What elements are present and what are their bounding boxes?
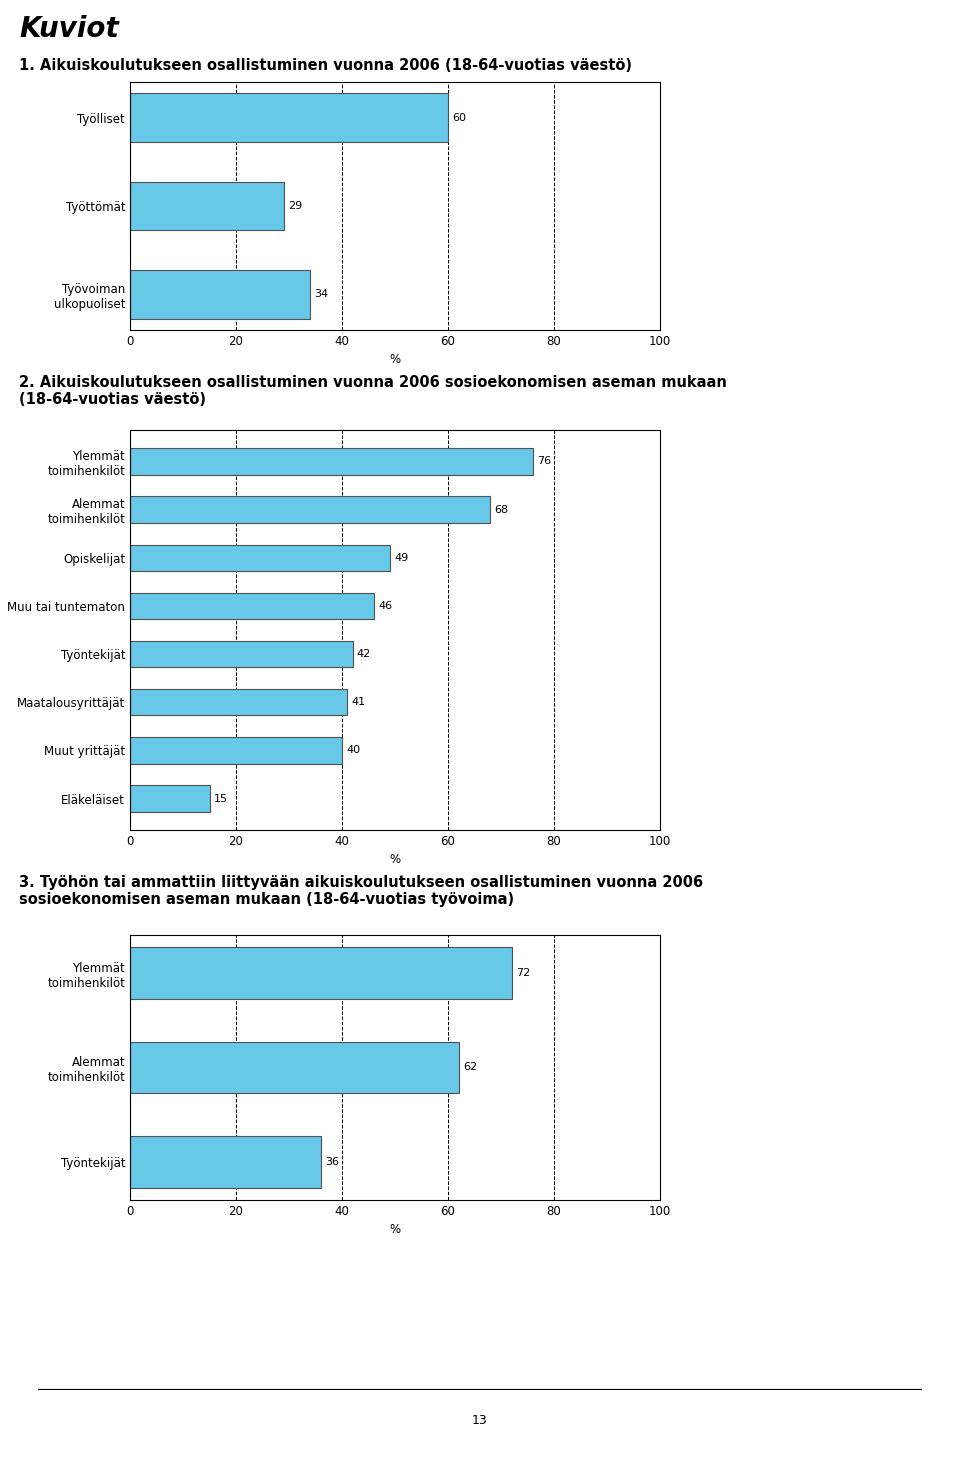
Bar [130, 736, 342, 764]
Bar [130, 182, 284, 230]
Text: 36: 36 [325, 1157, 339, 1166]
Text: 49: 49 [394, 553, 408, 563]
Bar [130, 270, 310, 318]
Text: 60: 60 [452, 113, 467, 123]
Text: 72: 72 [516, 968, 530, 978]
X-axis label: %: % [390, 354, 400, 367]
Bar [130, 449, 533, 475]
Text: 62: 62 [463, 1062, 477, 1072]
Bar [130, 785, 209, 811]
Bar [130, 1042, 459, 1093]
Bar [130, 593, 373, 619]
X-axis label: %: % [390, 1223, 400, 1237]
Bar [130, 544, 390, 571]
Text: 46: 46 [378, 601, 393, 610]
Text: 68: 68 [494, 505, 509, 515]
Text: 2. Aikuiskoulutukseen osallistuminen vuonna 2006 sosioekonomisen aseman mukaan
(: 2. Aikuiskoulutukseen osallistuminen vuo… [19, 376, 727, 408]
Bar [130, 1135, 321, 1188]
Text: 3. Työhön tai ammattiin liittyvään aikuiskoulutukseen osallistuminen vuonna 2006: 3. Työhön tai ammattiin liittyvään aikui… [19, 874, 704, 908]
Text: 34: 34 [315, 289, 328, 299]
Bar [130, 641, 352, 667]
Bar [130, 948, 512, 999]
Text: Kuviot: Kuviot [19, 15, 119, 43]
Text: 40: 40 [347, 745, 360, 756]
Bar [130, 94, 448, 142]
Text: 13: 13 [472, 1414, 488, 1426]
Text: 1. Aikuiskoulutukseen osallistuminen vuonna 2006 (18-64-vuotias väestö): 1. Aikuiskoulutukseen osallistuminen vuo… [19, 59, 633, 73]
Text: 41: 41 [351, 697, 366, 707]
Text: 76: 76 [537, 456, 551, 467]
Bar [130, 689, 348, 716]
Text: 15: 15 [214, 794, 228, 804]
X-axis label: %: % [390, 854, 400, 867]
Text: 42: 42 [357, 648, 372, 659]
Bar [130, 496, 491, 522]
Text: 29: 29 [288, 201, 302, 211]
